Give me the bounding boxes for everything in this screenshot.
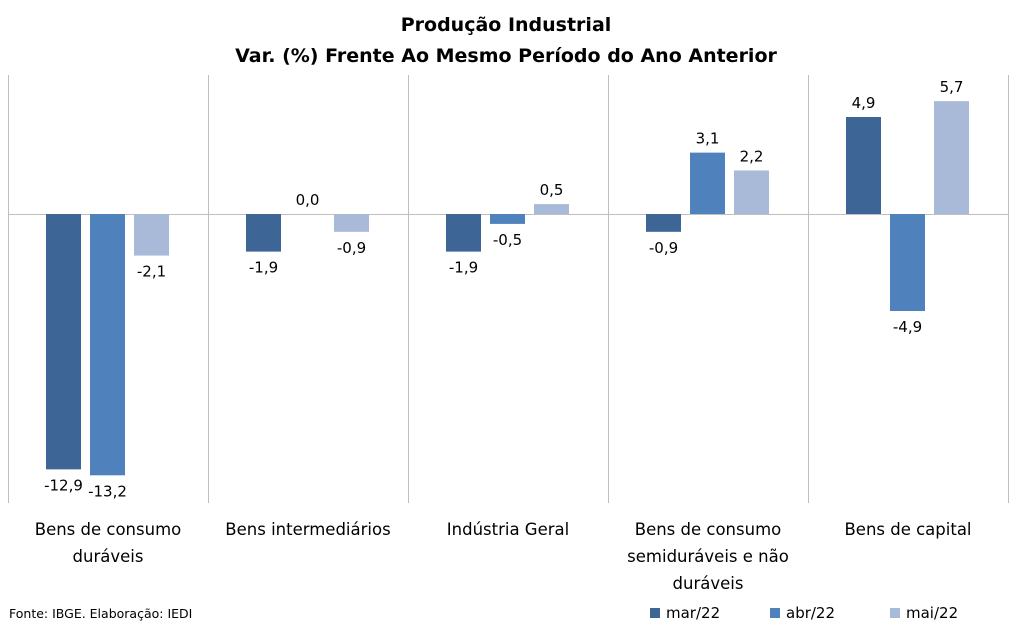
bar-abr-22 [490,214,525,224]
bar-mai-22 [334,214,369,232]
bar-abr-22 [890,214,925,311]
data-label: -4,9 [893,318,922,336]
category-label: Bens de capital [844,520,971,539]
bar-abr-22 [690,152,725,214]
data-label: 0,0 [296,191,320,209]
bar-mai-22 [734,170,769,214]
legend-swatch [770,608,780,618]
data-label: -2,1 [137,263,166,281]
category-label: Bens de consumo [35,520,182,539]
legend-swatch [650,608,660,618]
data-label: -0,9 [337,239,366,257]
data-label: 5,7 [940,78,964,96]
legend-label: abr/22 [786,604,836,622]
category-label: Bens intermediários [225,520,390,539]
data-label: 2,2 [740,147,764,165]
data-label: -12,9 [44,476,83,494]
legend-item: mar/22 [650,604,770,622]
bar-mar-22 [446,214,481,252]
data-label: 3,1 [696,130,720,148]
data-label: -0,9 [649,239,678,257]
bar-mai-22 [934,101,969,214]
category-label: Indústria Geral [447,520,569,539]
chart-subtitle: Var. (%) Frente Ao Mesmo Período do Ano … [235,45,777,67]
legend-label: mai/22 [906,604,959,622]
legend-item: abr/22 [770,604,890,622]
category-label: semiduráveis e não [627,547,789,566]
bar-mar-22 [46,214,81,470]
bar-mar-22 [246,214,281,252]
source-note: Fonte: IBGE. Elaboração: IEDI [9,606,193,621]
category-label: duráveis [673,574,744,593]
legend-label: mar/22 [666,604,721,622]
bar-mar-22 [646,214,681,232]
category-label: duráveis [73,547,144,566]
bar-mar-22 [846,117,881,214]
bar-mai-22 [534,204,569,214]
data-label: -1,9 [449,259,478,277]
bar-mai-22 [134,214,169,256]
legend: mar/22 abr/22 mai/22 [650,604,1010,622]
data-label: 4,9 [852,94,876,112]
category-label: Bens de consumo [635,520,782,539]
bar-abr-22 [90,214,125,476]
plot-area: -12,9 -13,2 -2,1 Bens de consumo duráveis -1,… [8,75,1009,593]
data-label: 0,5 [540,181,564,199]
chart-title: Produção Industrial [401,14,612,36]
data-label: -0,5 [493,231,522,249]
legend-item: mai/22 [890,604,1010,622]
legend-swatch [890,608,900,618]
data-label: -13,2 [88,482,127,500]
data-label: -1,9 [249,259,278,277]
